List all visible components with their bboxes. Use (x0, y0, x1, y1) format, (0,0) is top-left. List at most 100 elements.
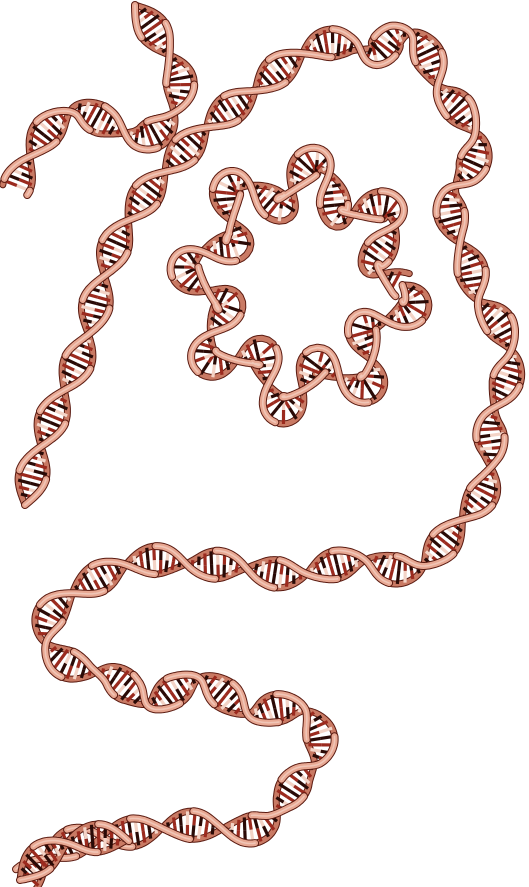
base-pair (332, 189, 345, 195)
base-pair (491, 394, 500, 401)
backbone-front-highlight (192, 810, 256, 845)
base-pair (270, 694, 277, 709)
base-pair (154, 42, 164, 51)
base-pair (38, 450, 45, 456)
base-pair (186, 681, 194, 691)
backbone-front-highlight (135, 159, 196, 187)
base-pair (460, 120, 470, 128)
backbone-front-highlight (367, 190, 405, 244)
base-pair (425, 44, 440, 54)
base-pair (464, 249, 475, 256)
base-pair (26, 160, 32, 166)
base-pair (165, 158, 173, 166)
base-pair (20, 492, 28, 498)
backbone-front-highlight (18, 422, 66, 472)
base-pair (309, 567, 315, 573)
base-pair (266, 559, 272, 573)
base-pair (61, 600, 70, 609)
base-pair (186, 281, 196, 292)
base-pair (483, 490, 497, 500)
base-pair (76, 831, 82, 841)
backbone-front-highlight (331, 28, 397, 66)
base-pair (289, 177, 297, 184)
base-pair (275, 796, 285, 804)
backbone-front-highlight (215, 549, 275, 589)
base-pair (143, 122, 151, 137)
base-pair (191, 678, 197, 684)
base-pair (148, 37, 161, 47)
base-pair (279, 707, 285, 722)
base-pair (154, 828, 159, 834)
base-pair (423, 557, 430, 563)
base-pair (255, 827, 263, 842)
base-pair (450, 91, 462, 104)
base-pair (37, 415, 52, 425)
base-pair (209, 551, 214, 565)
base-pair (51, 124, 63, 136)
base-pair (220, 698, 232, 711)
backbone-front-highlight (373, 24, 417, 63)
base-pair (99, 289, 110, 296)
base-pair (23, 166, 33, 173)
backbone-front-highlight (296, 147, 332, 206)
base-pair (491, 306, 504, 319)
base-pair (285, 62, 295, 75)
base-pair (493, 331, 506, 340)
base-pair (418, 62, 432, 70)
base-pair (343, 376, 349, 383)
backbone-front-highlight (276, 174, 318, 201)
base-pair (507, 373, 522, 382)
base-pair (214, 677, 225, 689)
base-pair (72, 667, 80, 680)
base-pair (34, 623, 46, 629)
base-pair (389, 314, 394, 320)
base-pair (452, 235, 459, 241)
base-pair (445, 89, 456, 100)
base-pair (171, 817, 177, 827)
base-pair (187, 144, 200, 157)
base-pair (170, 561, 176, 571)
strand-top-left (0, 1, 199, 199)
backbone-front-highlight (435, 167, 487, 216)
base-pair (370, 41, 382, 53)
backbone-front-highlight (19, 867, 52, 881)
base-pair (422, 39, 435, 48)
base-pair (74, 584, 80, 591)
base-pair (276, 789, 289, 799)
base-pair (217, 99, 228, 113)
base-pair (297, 707, 302, 713)
base-pair (322, 210, 336, 216)
base-pair (151, 696, 157, 705)
base-pair (487, 303, 497, 314)
base-pair (261, 342, 275, 355)
base-pair (457, 172, 464, 180)
base-pair (362, 249, 375, 260)
backbone-front-highlight (3, 140, 58, 180)
base-pair (61, 377, 70, 384)
base-pair (245, 344, 253, 355)
base-pair (56, 604, 68, 615)
base-pair (29, 132, 41, 142)
base-pair (174, 61, 185, 68)
base-pair (459, 277, 474, 283)
base-pair (94, 120, 104, 134)
base-pair (81, 311, 94, 318)
backbone-front-highlight (275, 693, 308, 741)
base-pair (254, 184, 260, 190)
base-pair (262, 376, 268, 381)
base-pair (104, 573, 114, 586)
base-pair (318, 726, 333, 734)
base-pair (462, 506, 470, 514)
backbone-front-highlight (169, 248, 237, 278)
base-pair (121, 229, 131, 237)
base-pair (211, 364, 217, 378)
base-pair (347, 561, 354, 572)
base-pair (164, 560, 169, 573)
base-pair (449, 191, 458, 198)
backbone-front-highlight (376, 260, 397, 297)
base-pair (362, 349, 370, 356)
base-pair (341, 562, 348, 576)
base-pair (342, 217, 347, 225)
base-pair (416, 568, 421, 574)
base-pair (277, 574, 283, 589)
